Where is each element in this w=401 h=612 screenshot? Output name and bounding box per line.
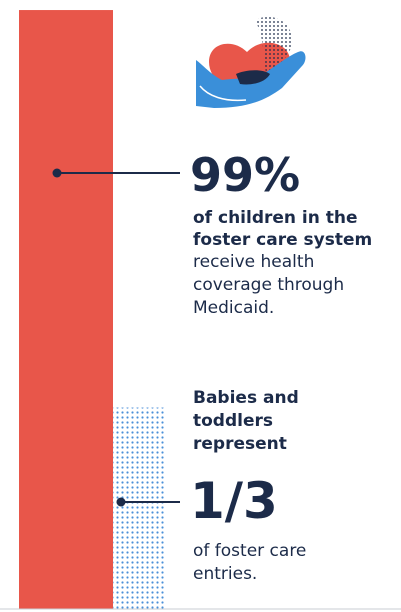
stat-99-block: 99% of children in the foster care syste… — [190, 148, 372, 318]
stat-99-line-3: Medicaid. — [193, 298, 274, 318]
stat-third-block: Babies and toddlers represent 1/3 of fos… — [190, 388, 306, 584]
stat-99-line-2: coverage through — [193, 275, 344, 295]
bars — [19, 10, 164, 610]
stat-99-bold-line-1: of children in the — [193, 208, 358, 228]
stat-third-line-1: of foster care — [193, 541, 306, 561]
stat-99-line-1: receive health — [193, 252, 314, 272]
bar-foster-entries-red — [71, 407, 113, 609]
stat-third-line-2: entries. — [193, 564, 257, 584]
heart-in-hand-icon — [196, 16, 306, 108]
stat-third-bold-line-3: represent — [193, 434, 287, 454]
stat-third-bold-line-1: Babies and — [193, 388, 299, 408]
connectors — [52, 168, 180, 507]
stat-99-bold-line-2: foster care system — [193, 230, 372, 250]
connector-99-dot — [52, 168, 62, 178]
connector-third-dot — [116, 497, 126, 507]
bar-foster-entries-blue — [113, 407, 164, 609]
stat-99-value: 99% — [190, 148, 300, 202]
stat-third-bold-line-2: toddlers — [193, 411, 273, 431]
stat-third-value: 1/3 — [190, 472, 278, 530]
